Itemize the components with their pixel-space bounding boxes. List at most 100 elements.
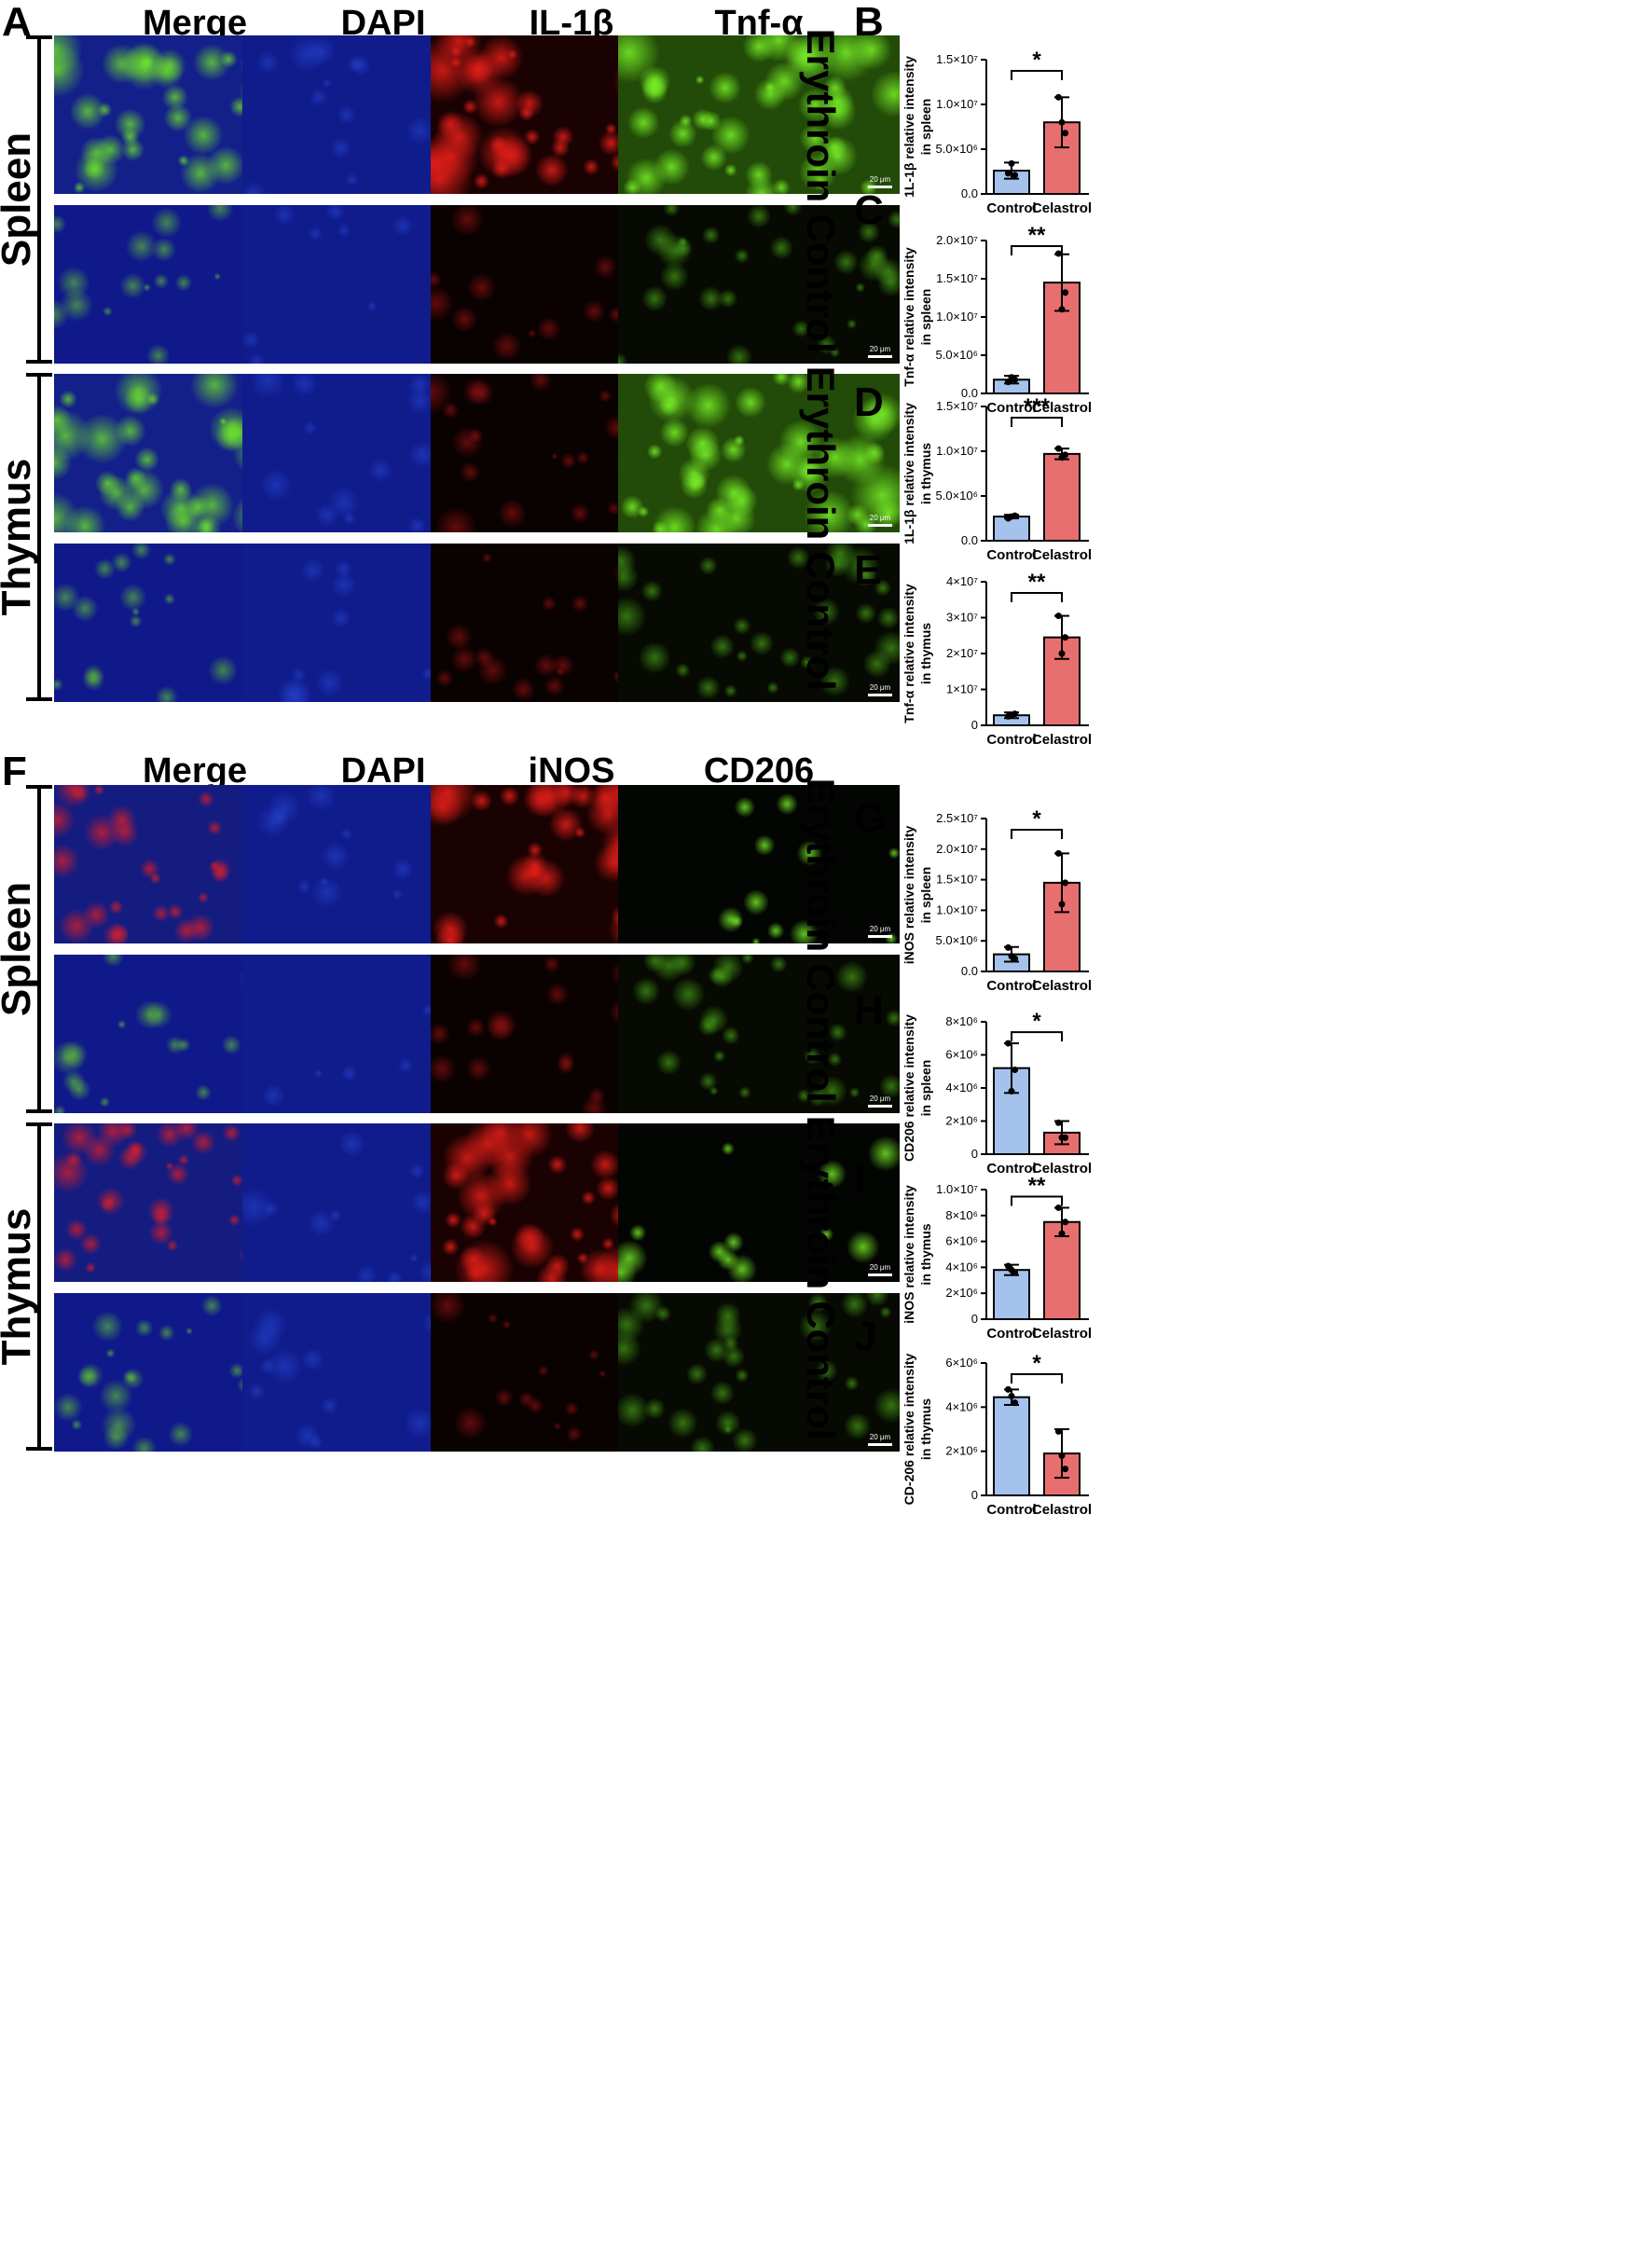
data-point — [1008, 513, 1015, 520]
data-point — [1054, 613, 1062, 620]
y-tick-label: 4×10⁶ — [945, 1081, 978, 1095]
bar-celastrol — [1043, 1220, 1081, 1320]
micrograph-image: 20 μm — [618, 1293, 900, 1452]
data-point — [1062, 1218, 1069, 1226]
panel-label-e: E — [854, 547, 882, 593]
significance-bracket — [1011, 417, 1063, 427]
x-tick-label: Control — [986, 732, 1036, 748]
scale-bar: 20 μm — [868, 1095, 892, 1108]
scale-bar: 20 μm — [868, 515, 892, 527]
significance-marker: ** — [1028, 570, 1046, 595]
micrograph-image: 20 μm — [618, 785, 900, 943]
data-point — [1054, 1427, 1062, 1435]
scale-bar: 20 μm — [868, 926, 892, 938]
x-tick-label: Control — [986, 1502, 1036, 1518]
data-point — [1008, 1266, 1015, 1274]
y-axis-label: 1L-1β relative intensity in thymus — [902, 403, 933, 544]
y-axis-label: Tnf-α relative intensity in thymus — [902, 584, 933, 723]
data-point — [1008, 1393, 1015, 1399]
scale-bar: 20 μm — [868, 176, 892, 188]
y-tick-label: 2.5×10⁷ — [936, 811, 978, 825]
significance-marker: * — [1032, 1351, 1041, 1376]
y-tick-label: 1.5×10⁷ — [936, 873, 978, 887]
bar-control — [993, 1396, 1030, 1496]
column-header-dapi: DAPI — [340, 4, 426, 43]
tissue-label-thymus: Thymus — [0, 458, 39, 616]
x-tick-label: Celastrol — [1032, 547, 1092, 563]
x-tick-label: Control — [986, 1326, 1036, 1342]
y-tick-label: 1×10⁷ — [946, 682, 978, 696]
tissue-label-thymus: Thymus — [0, 1207, 39, 1366]
significance-bracket — [1011, 1373, 1063, 1384]
x-tick-label: Celastrol — [1032, 732, 1092, 748]
y-tick-label: 0.0 — [961, 386, 978, 400]
y-tick-label: 1.0×10⁷ — [936, 310, 978, 324]
data-point — [1054, 93, 1062, 101]
x-tick-label: Celastrol — [1032, 200, 1092, 216]
micrograph-image: 20 μm — [618, 955, 900, 1113]
bar-control — [993, 1269, 1030, 1320]
micrograph-image: 20 μm — [618, 35, 900, 194]
data-point — [1008, 953, 1015, 960]
data-point — [1062, 634, 1069, 641]
y-tick-label: 5.0×10⁶ — [936, 489, 978, 503]
data-point — [1058, 1230, 1066, 1237]
scale-bar: 20 μm — [868, 1434, 892, 1446]
spleen-bracket — [26, 35, 65, 364]
data-point — [1054, 250, 1062, 257]
y-axis-label: CD206 relative intensity in spleen — [902, 1014, 933, 1162]
bar-chart-e: 0 1×10⁷ 2×10⁷ 3×10⁷ 4×10⁷ Tnf-α relative inte… — [902, 570, 1092, 748]
y-tick-label: 0 — [971, 718, 978, 732]
y-axis-label: Tnf-α relative intensity in spleen — [902, 247, 933, 387]
y-axis-label: iNOS relative intensity in spleen — [902, 825, 933, 964]
column-header-tnfa: Tnf-α — [714, 4, 804, 43]
panel-label-d: D — [854, 379, 884, 425]
significance-marker: ** — [1028, 1173, 1046, 1198]
column-header-merge: Merge — [143, 751, 247, 791]
condition-label-control: Control — [799, 963, 843, 1103]
data-point — [1058, 306, 1066, 313]
condition-label-erythroin: Erythroin — [799, 365, 843, 541]
y-tick-label: 0.0 — [961, 533, 978, 547]
y-axis-label: iNOS relative intensity in thymus — [902, 1185, 933, 1324]
x-tick-label: Control — [986, 200, 1036, 216]
data-point — [1062, 289, 1069, 296]
x-tick-label: Celastrol — [1032, 1326, 1092, 1342]
panel-label-i: I — [854, 1157, 866, 1203]
y-tick-label: 5.0×10⁶ — [936, 933, 978, 947]
significance-bracket — [1011, 1031, 1063, 1042]
tissue-label-spleen: Spleen — [0, 881, 39, 1017]
y-tick-label: 1.5×10⁷ — [936, 52, 978, 66]
data-point — [1058, 1134, 1066, 1141]
x-tick-label: Control — [986, 1161, 1036, 1177]
panel-label-h: H — [854, 987, 884, 1033]
micrograph-image: 20 μm — [618, 544, 900, 702]
data-point — [1062, 879, 1069, 887]
significance-marker: * — [1032, 806, 1041, 832]
spleen-bracket — [26, 785, 65, 1113]
thymus-bracket — [26, 1122, 65, 1451]
y-tick-label: 3×10⁷ — [946, 611, 978, 625]
data-point — [1054, 1204, 1062, 1211]
bar-chart-j: 0 2×10⁶ 4×10⁶ 6×10⁶ CD-206 relative intensit… — [902, 1351, 1092, 1518]
data-point — [1004, 170, 1012, 177]
x-tick-label: Control — [986, 547, 1036, 563]
bar-control — [993, 516, 1030, 543]
y-tick-label: 4×10⁷ — [946, 574, 978, 588]
y-tick-label: 6×10⁶ — [945, 1356, 978, 1370]
bar-chart-g: 0.0 5.0×10⁶ 1.0×10⁷ 1.5×10⁷ 2.0×10⁷ 2.5×10⁷iN… — [902, 806, 1092, 994]
data-point — [1058, 650, 1066, 657]
y-axis-label: CD-206 relative intensity in thymus — [902, 1353, 933, 1505]
condition-label-control: Control — [799, 1301, 843, 1440]
data-point — [1054, 1119, 1062, 1126]
data-point — [1058, 454, 1066, 461]
x-tick-label: Celastrol — [1032, 978, 1092, 994]
significance-bracket — [1011, 1195, 1063, 1206]
y-tick-label: 8×10⁶ — [945, 1208, 978, 1222]
panel-label-f: F — [2, 749, 27, 794]
data-point — [1012, 1066, 1019, 1073]
y-tick-label: 0 — [971, 1147, 978, 1161]
